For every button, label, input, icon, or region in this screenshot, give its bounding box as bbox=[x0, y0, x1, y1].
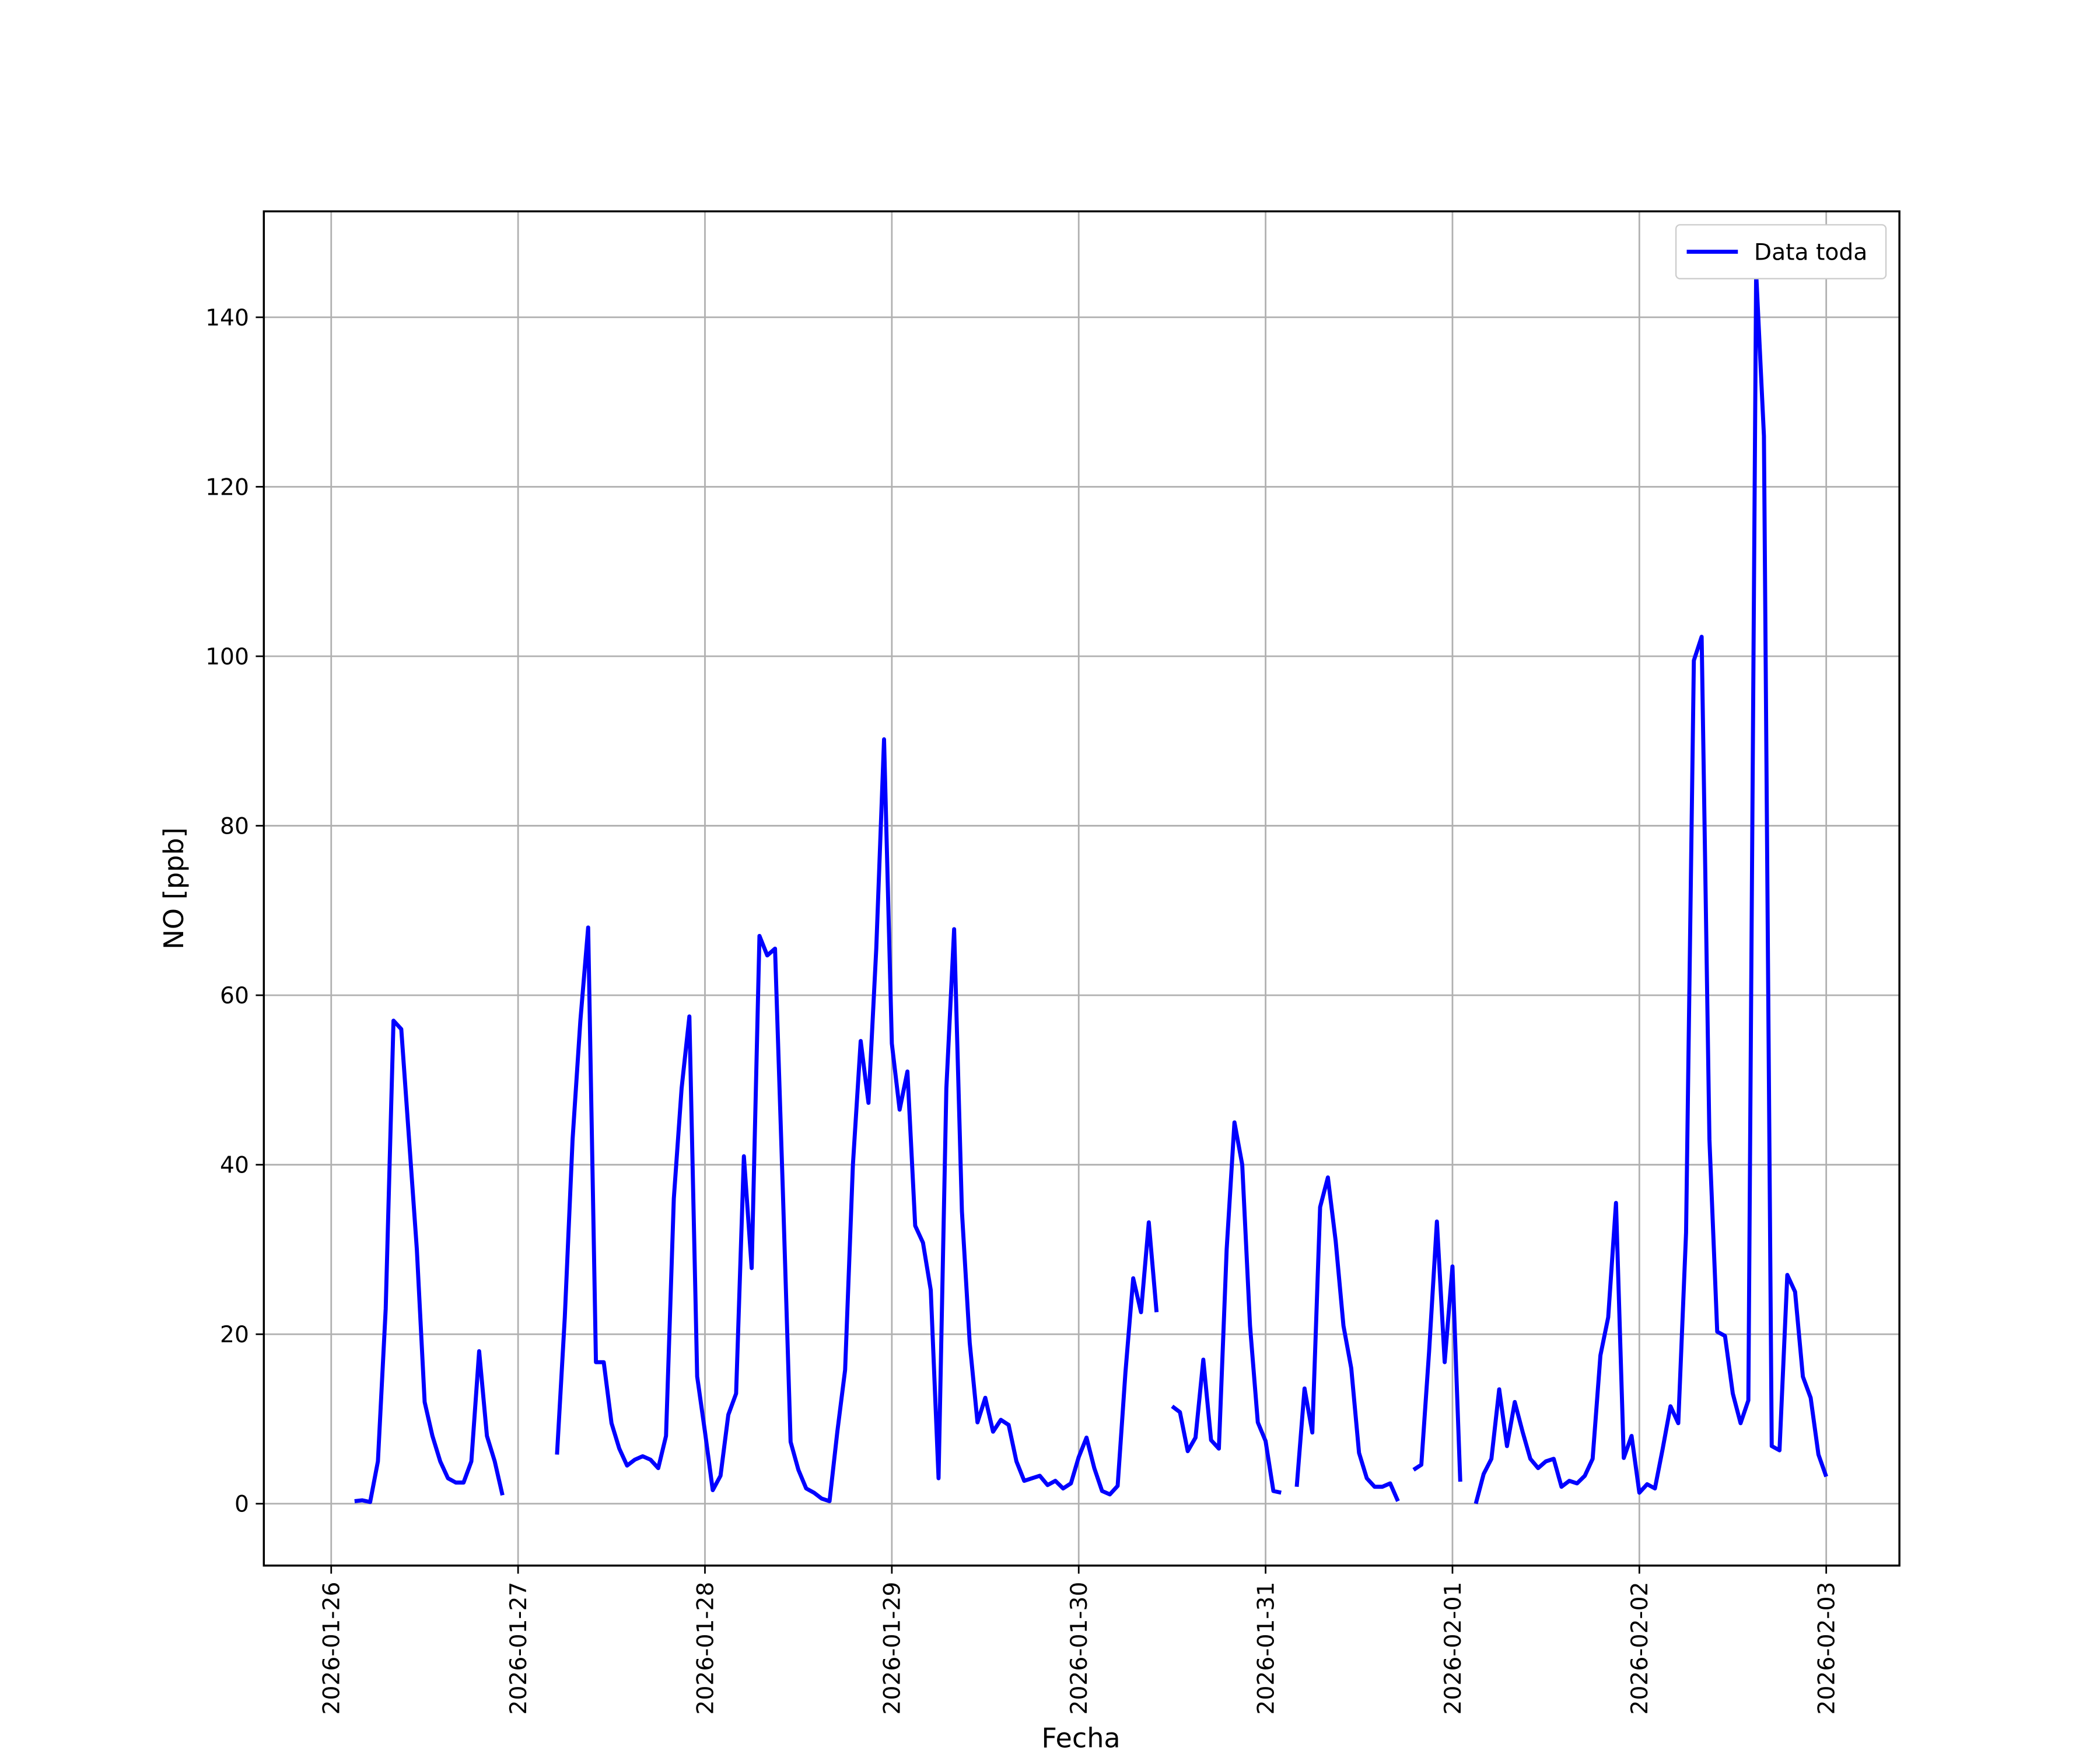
legend-label: Data toda bbox=[1754, 239, 1867, 265]
y-tick-label: 140 bbox=[205, 305, 249, 331]
y-axis-label: NO [ppb] bbox=[158, 827, 190, 949]
legend-box bbox=[1675, 224, 1887, 279]
x-tick-label: 2026-01-30 bbox=[1066, 1582, 1093, 1715]
x-tick-label: 2026-01-26 bbox=[319, 1582, 345, 1715]
y-tick-label: 100 bbox=[205, 644, 249, 670]
x-tick-label: 2026-01-29 bbox=[880, 1582, 906, 1715]
y-tick-label: 80 bbox=[220, 813, 249, 839]
x-axis-label: Fecha bbox=[1041, 1722, 1120, 1750]
y-tick-label: 120 bbox=[205, 474, 249, 501]
x-tick-label: 2026-01-28 bbox=[692, 1582, 719, 1715]
x-tick-label: 2026-01-27 bbox=[506, 1582, 532, 1715]
x-tick-label: 2026-01-31 bbox=[1253, 1582, 1279, 1715]
plot-frame bbox=[262, 210, 1901, 1567]
y-tick-label: 20 bbox=[220, 1322, 249, 1348]
y-tick-label: 40 bbox=[220, 1153, 249, 1179]
x-tick-label: 2026-02-01 bbox=[1440, 1582, 1466, 1715]
x-tick-label: 2026-02-03 bbox=[1814, 1582, 1840, 1715]
data-line bbox=[354, 270, 1828, 1504]
x-tick-label: 2026-02-02 bbox=[1627, 1582, 1653, 1715]
y-tick-label: 0 bbox=[235, 1492, 249, 1518]
y-tick-label: 60 bbox=[220, 983, 249, 1009]
